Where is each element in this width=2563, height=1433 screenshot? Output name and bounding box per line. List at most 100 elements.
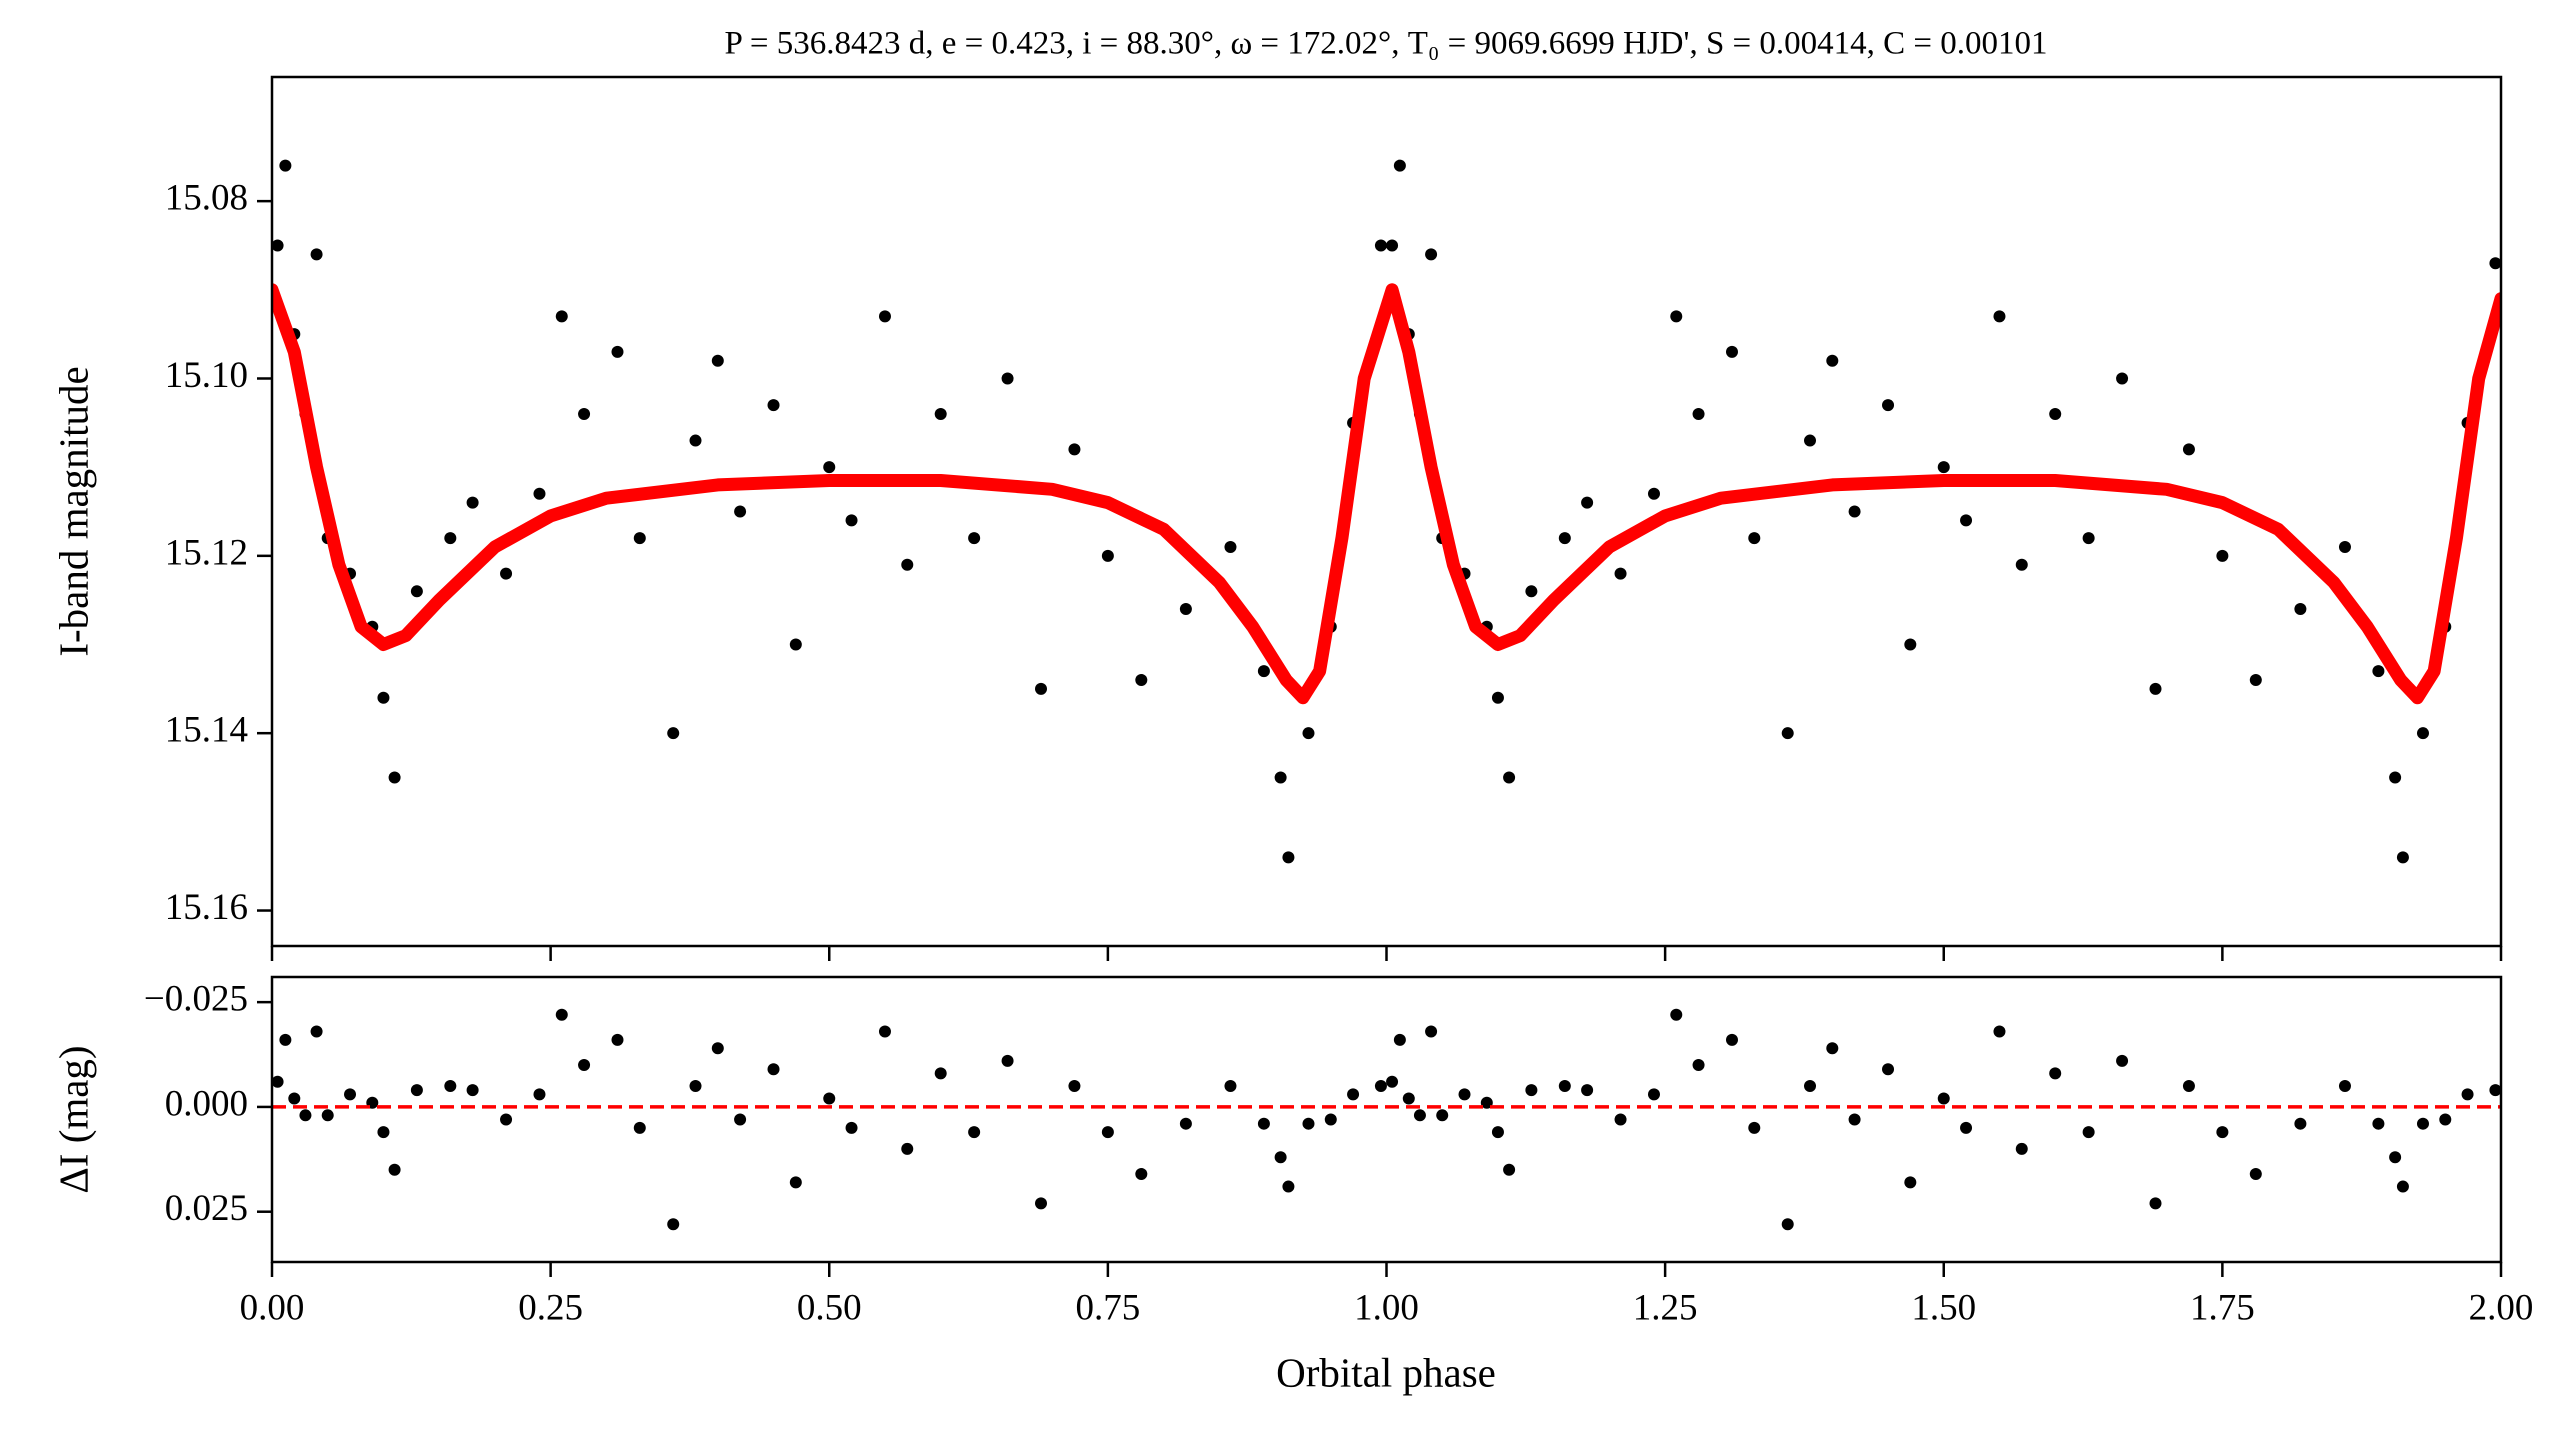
data-point bbox=[500, 1113, 513, 1126]
y-tick-label: 15.08 bbox=[165, 178, 248, 219]
data-point bbox=[1179, 603, 1192, 616]
data-point bbox=[1282, 1180, 1295, 1193]
data-point bbox=[2149, 1197, 2162, 1210]
data-point bbox=[1804, 1079, 1817, 1092]
data-point bbox=[2049, 1067, 2062, 1080]
data-point bbox=[1274, 1151, 1287, 1164]
data-point bbox=[2116, 1054, 2129, 1067]
y-tick-label: 0.025 bbox=[165, 1188, 248, 1229]
data-point bbox=[310, 1025, 323, 1038]
data-point bbox=[767, 399, 780, 412]
data-point bbox=[444, 532, 457, 545]
x-tick-label: 1.50 bbox=[1911, 1287, 1976, 1328]
x-tick-label: 2.00 bbox=[2469, 1287, 2534, 1328]
plot-area bbox=[272, 159, 2501, 864]
x-tick-label: 0.50 bbox=[797, 1287, 862, 1328]
data-point bbox=[1001, 1054, 1014, 1067]
plot-area bbox=[272, 1008, 2501, 1231]
data-point bbox=[1804, 434, 1817, 447]
data-point bbox=[1692, 1059, 1705, 1072]
data-point bbox=[2082, 532, 2095, 545]
data-point bbox=[410, 585, 423, 598]
data-point bbox=[1581, 496, 1594, 509]
data-point bbox=[1848, 1113, 1861, 1126]
data-point bbox=[1725, 1033, 1738, 1046]
data-point bbox=[272, 1075, 284, 1088]
data-point bbox=[388, 1163, 401, 1176]
x-tick-label: 1.00 bbox=[1354, 1287, 1419, 1328]
data-point bbox=[377, 1126, 390, 1139]
x-tick-label: 1.25 bbox=[1633, 1287, 1698, 1328]
data-point bbox=[555, 1008, 568, 1021]
data-point bbox=[1001, 372, 1014, 385]
data-point bbox=[2116, 372, 2129, 385]
data-point bbox=[1614, 1113, 1627, 1126]
data-point bbox=[1101, 549, 1114, 562]
data-point bbox=[711, 354, 724, 367]
data-point bbox=[667, 1218, 680, 1231]
data-point bbox=[1402, 1092, 1415, 1105]
data-point bbox=[2216, 549, 2229, 562]
data-point bbox=[611, 345, 624, 358]
data-point bbox=[934, 1067, 947, 1080]
data-point bbox=[1393, 1033, 1406, 1046]
data-point bbox=[2389, 771, 2402, 784]
data-point bbox=[968, 1126, 981, 1139]
data-point bbox=[667, 727, 680, 740]
data-point bbox=[1558, 532, 1571, 545]
data-point bbox=[1282, 851, 1295, 864]
data-point bbox=[272, 239, 284, 252]
data-point bbox=[1993, 310, 2006, 323]
data-point bbox=[279, 1033, 292, 1046]
data-point bbox=[2461, 1088, 2474, 1101]
data-point bbox=[533, 487, 546, 500]
data-point bbox=[2082, 1126, 2095, 1139]
data-point bbox=[934, 407, 947, 420]
data-point bbox=[1670, 1008, 1683, 1021]
data-point bbox=[1413, 1109, 1426, 1122]
data-point bbox=[823, 461, 836, 474]
y-axis-title: I-band magnitude bbox=[50, 366, 96, 656]
axes-frame bbox=[270, 975, 2503, 1264]
data-point bbox=[2015, 558, 2028, 571]
data-point bbox=[2182, 443, 2195, 456]
data-point bbox=[2372, 665, 2385, 678]
data-point bbox=[1826, 354, 1839, 367]
data-point bbox=[1480, 1096, 1493, 1109]
data-point bbox=[1386, 239, 1399, 252]
data-point bbox=[1386, 1075, 1399, 1088]
y-tick-label: 15.12 bbox=[165, 532, 248, 573]
data-point bbox=[1725, 345, 1738, 358]
data-point bbox=[1458, 1088, 1471, 1101]
data-point bbox=[1491, 691, 1504, 704]
data-point bbox=[1904, 1176, 1917, 1189]
data-point bbox=[466, 1084, 479, 1097]
y-tick-label: 15.14 bbox=[165, 710, 248, 751]
data-point bbox=[1068, 443, 1081, 456]
data-point bbox=[1224, 1079, 1237, 1092]
data-point bbox=[1781, 727, 1794, 740]
data-point bbox=[2216, 1126, 2229, 1139]
data-point bbox=[1347, 1088, 1360, 1101]
data-point bbox=[2338, 540, 2351, 553]
data-point bbox=[2396, 1180, 2409, 1193]
data-point bbox=[444, 1079, 457, 1092]
data-point bbox=[1224, 540, 1237, 553]
data-point bbox=[1748, 532, 1761, 545]
data-point bbox=[1425, 1025, 1438, 1038]
axes-frame bbox=[270, 75, 2503, 948]
data-point bbox=[1135, 1167, 1148, 1180]
y-tick-label: 15.16 bbox=[165, 887, 248, 928]
data-point bbox=[2338, 1079, 2351, 1092]
data-point bbox=[789, 638, 802, 651]
data-point bbox=[1274, 771, 1287, 784]
y-tick-label: 15.10 bbox=[165, 355, 248, 396]
data-point bbox=[2249, 673, 2262, 686]
data-point bbox=[1503, 771, 1516, 784]
data-point bbox=[689, 434, 702, 447]
data-point bbox=[1257, 665, 1270, 678]
data-point bbox=[1692, 407, 1705, 420]
x-tick-label: 0.75 bbox=[1076, 1287, 1141, 1328]
data-point bbox=[1647, 487, 1660, 500]
